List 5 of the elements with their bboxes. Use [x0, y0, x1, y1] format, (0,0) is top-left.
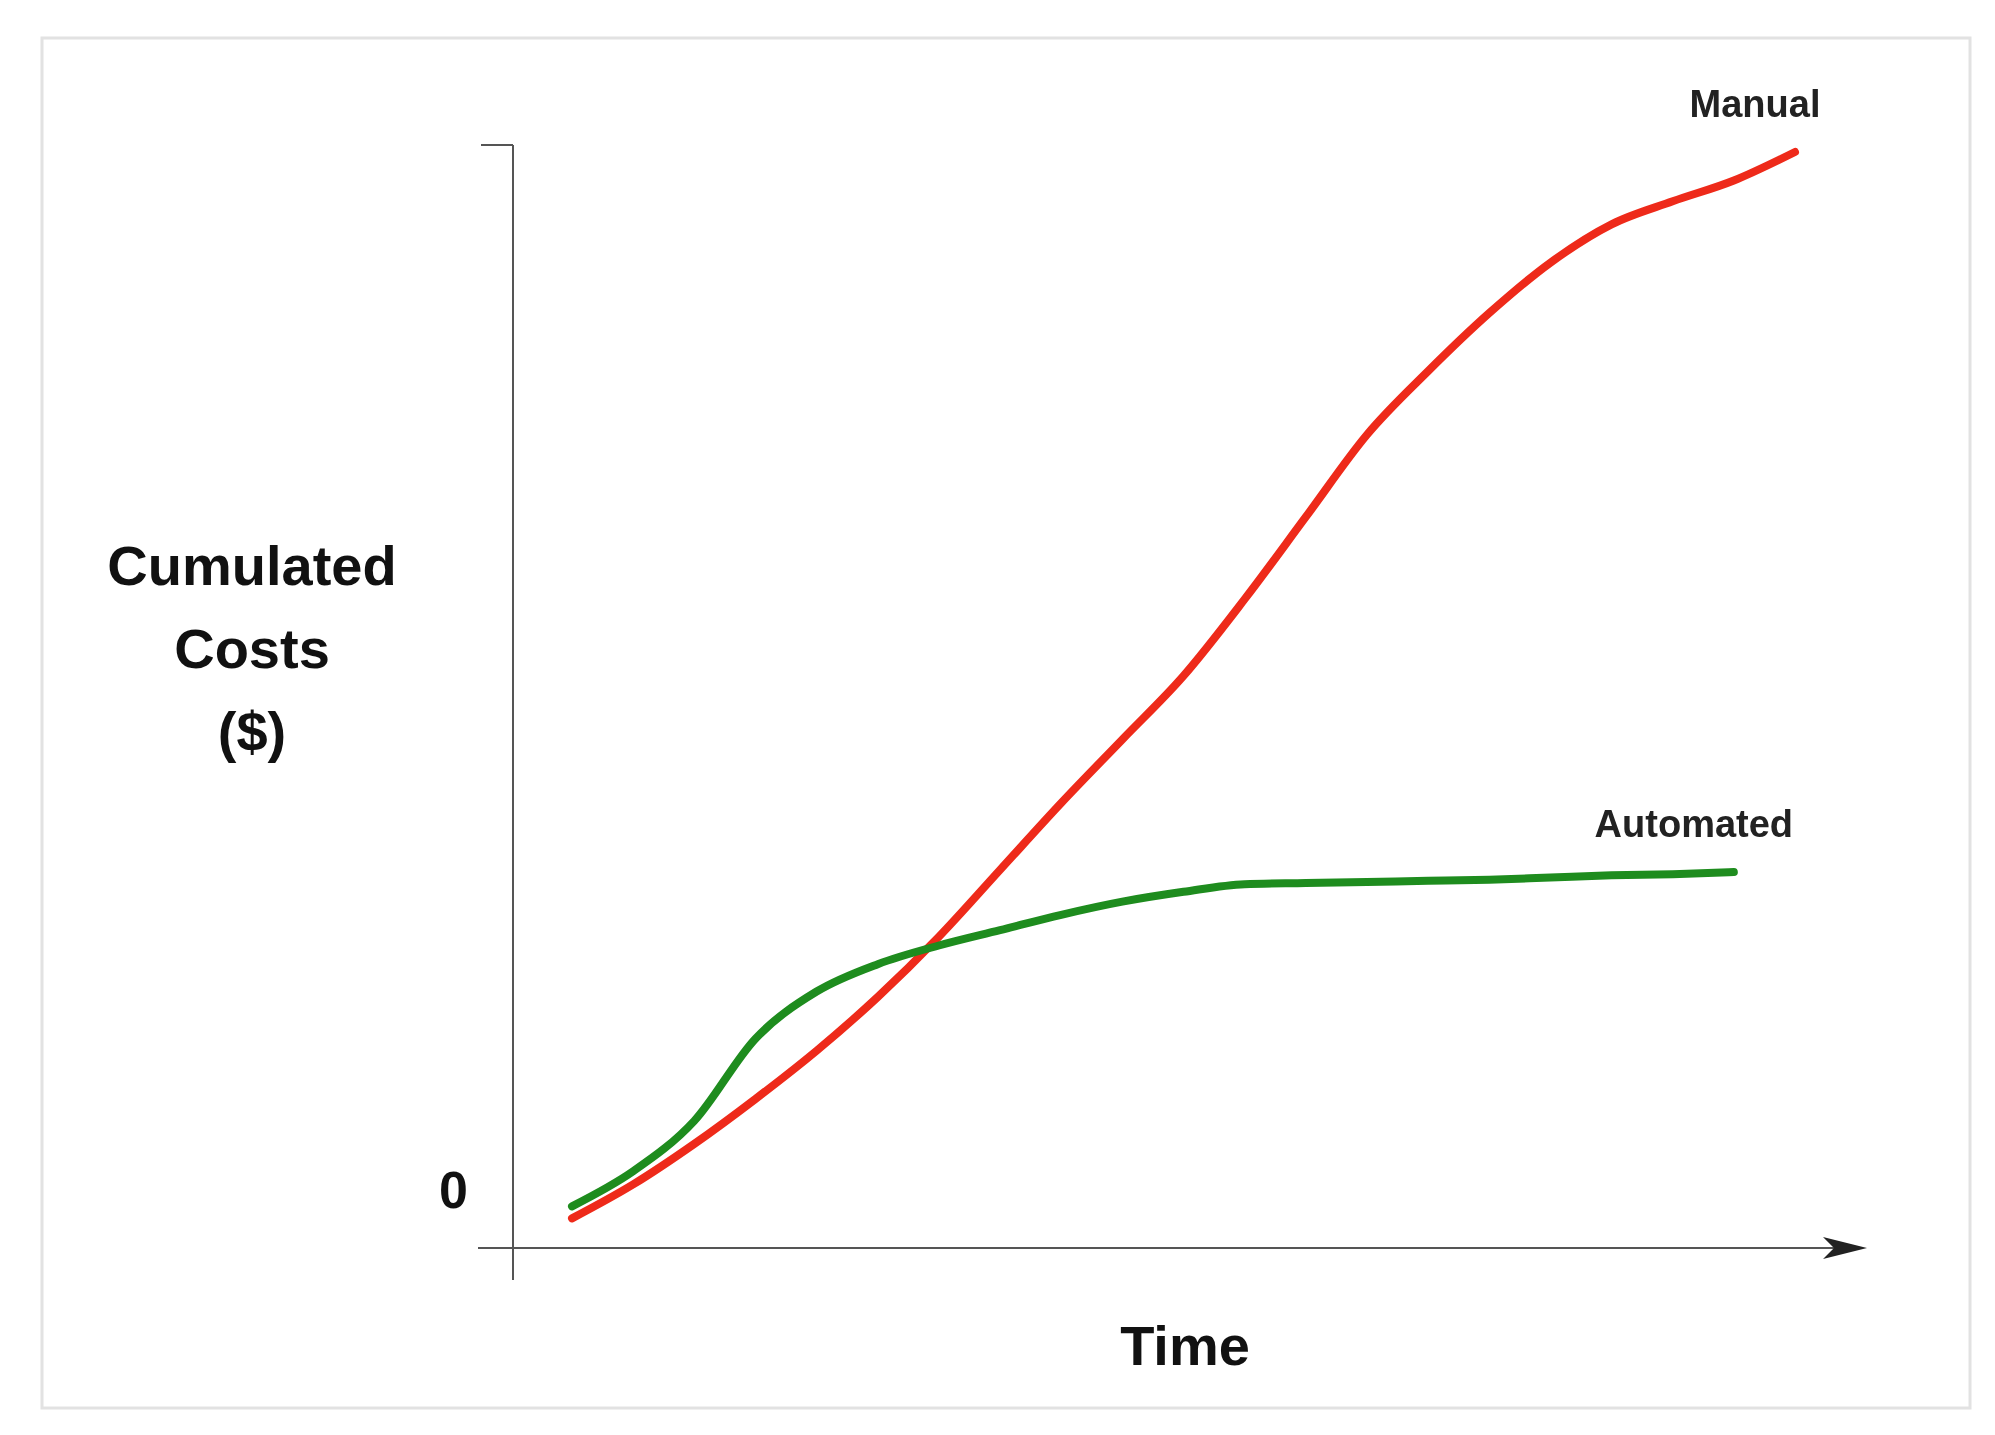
- text: 0: [439, 1161, 468, 1219]
- x-axis-title: Time: [1120, 1314, 1250, 1377]
- series-label: Manual: [1689, 83, 1821, 125]
- series-label: Automated: [1594, 803, 1794, 846]
- y-axis-title: Cumulated Costs ($): [107, 534, 397, 763]
